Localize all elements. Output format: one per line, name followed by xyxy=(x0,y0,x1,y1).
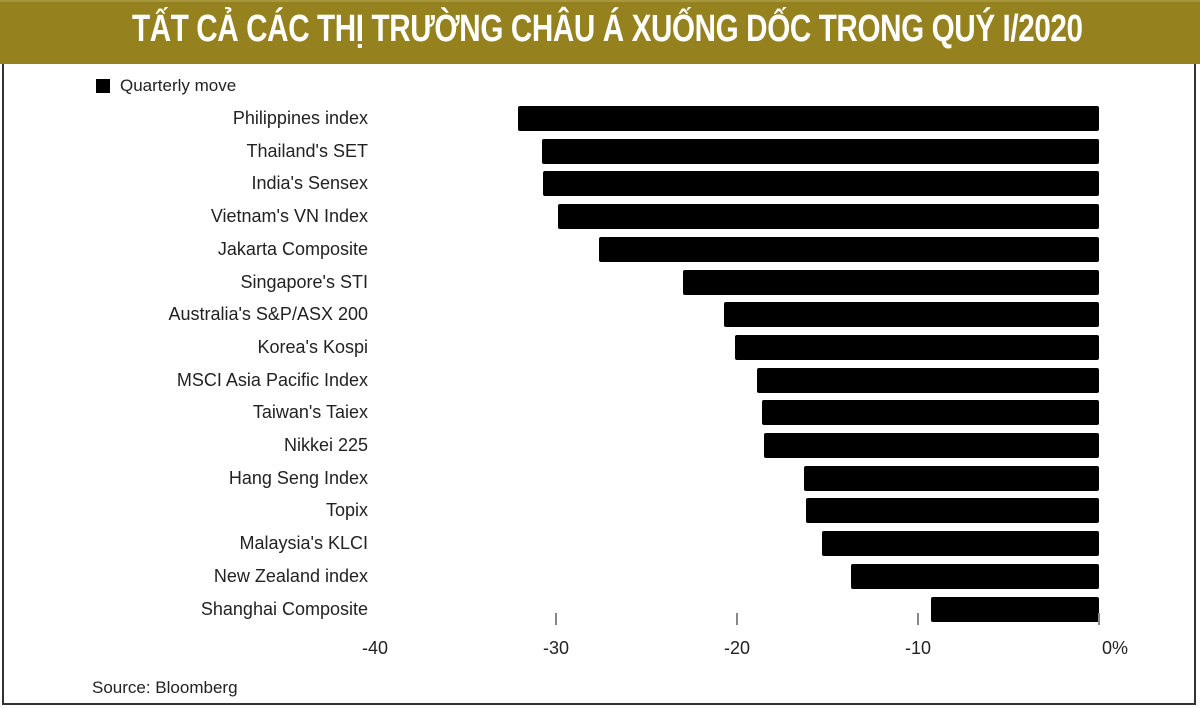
axis-tick xyxy=(1098,613,1100,625)
axis-tick xyxy=(555,613,557,625)
legend-swatch-icon xyxy=(96,79,110,93)
category-label: Australia's S&P/ASX 200 xyxy=(168,304,368,325)
category-label: Korea's Kospi xyxy=(257,336,369,357)
category-label: Shanghai Composite xyxy=(200,598,368,619)
bar xyxy=(517,106,1099,131)
axis-tick-label: -10 xyxy=(904,638,932,658)
category-label: Taiwan's Taiex xyxy=(252,402,368,423)
category-label: New Zealand index xyxy=(213,565,368,586)
legend: Quarterly move xyxy=(96,76,236,96)
category-label: Vietnam's VN Index xyxy=(210,206,368,227)
bar xyxy=(682,269,1099,295)
axis-tick-label: -20 xyxy=(723,638,751,658)
bar xyxy=(851,563,1099,589)
category-label: Thailand's SET xyxy=(246,140,369,161)
bar xyxy=(762,400,1099,426)
axis-tick xyxy=(736,613,738,625)
source-note: Source: Bloomberg xyxy=(92,678,238,697)
bar xyxy=(805,498,1099,524)
axis-tick-label: -30 xyxy=(542,638,570,658)
axis-tick xyxy=(917,613,919,625)
bar xyxy=(724,302,1099,328)
chart-frame xyxy=(2,64,1196,705)
bar xyxy=(930,596,1099,622)
bar xyxy=(541,138,1099,164)
category-label: Jakarta Composite xyxy=(217,238,368,259)
category-label: Singapore's STI xyxy=(240,271,368,292)
category-label: Malaysia's KLCI xyxy=(239,533,368,554)
chart-title: TẤT CẢ CÁC THỊ TRƯỜNG CHÂU Á XUỐNG DỐC T… xyxy=(132,8,1083,50)
bar xyxy=(735,334,1099,360)
category-label: Philippines index xyxy=(232,108,368,128)
category-label: Hang Seng Index xyxy=(228,467,368,488)
axis-tick-label: -40 xyxy=(361,638,389,658)
bar xyxy=(756,367,1099,393)
category-label: India's Sensex xyxy=(251,173,368,194)
bar xyxy=(764,433,1099,458)
category-label: Nikkei 225 xyxy=(283,435,368,455)
bar xyxy=(543,171,1099,197)
bar xyxy=(599,236,1099,262)
bar xyxy=(822,531,1099,557)
title-banner: TẤT CẢ CÁC THỊ TRƯỜNG CHÂU Á XUỐNG DỐC T… xyxy=(0,0,1200,64)
axis-tick-label: 0% xyxy=(1101,638,1129,658)
bar xyxy=(557,204,1099,230)
bar xyxy=(803,465,1099,491)
legend-label: Quarterly move xyxy=(120,76,237,95)
category-label: Topix xyxy=(325,500,368,521)
category-label: MSCI Asia Pacific Index xyxy=(176,369,368,390)
